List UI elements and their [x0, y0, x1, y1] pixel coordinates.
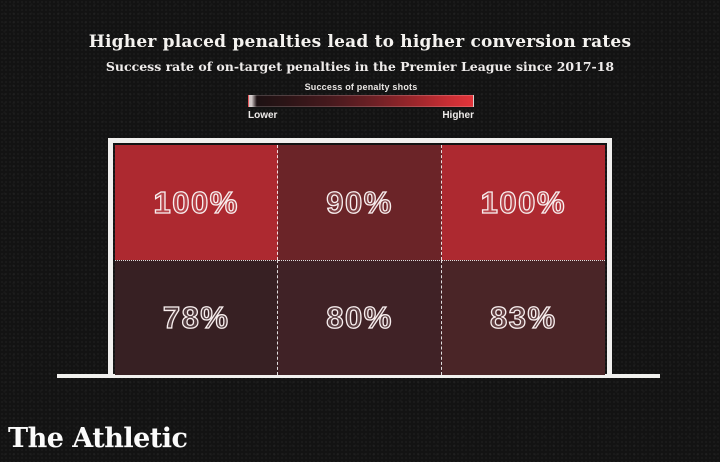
heatmap-cell-top-left: 100% — [115, 145, 279, 260]
legend-labels: Lower Higher — [248, 110, 474, 121]
chart-title: Higher placed penalties lead to higher c… — [88, 32, 632, 52]
heatmap-cell-top-right: 100% — [441, 145, 605, 260]
the-athletic-logo: The Athletic — [8, 423, 188, 454]
cell-value-top-centre: 90% — [326, 184, 393, 220]
cell-value-top-left: 100% — [153, 184, 239, 220]
goal-frame: 100% 90% 100% 78% 80% 83% — [108, 138, 612, 375]
cell-value-bottom-centre: 80% — [326, 299, 393, 335]
penalty-heatmap: 100% 90% 100% 78% 80% 83% — [115, 145, 605, 375]
heatmap-cell-bottom-left: 78% — [115, 260, 279, 375]
legend-gradient-bar — [248, 95, 474, 107]
legend-title: Success of penalty shots — [304, 82, 418, 92]
heatmap-cell-top-centre: 90% — [278, 145, 442, 260]
heatmap-cell-bottom-right: 83% — [441, 260, 605, 375]
chart-subtitle: Success rate of on-target penalties in t… — [105, 59, 615, 74]
color-legend: Success of penalty shots Lower Higher — [248, 82, 474, 121]
cell-value-top-right: 100% — [480, 184, 566, 220]
goal-ground-line — [57, 374, 660, 378]
cell-value-bottom-left: 78% — [162, 299, 230, 335]
legend-high-label: Higher — [442, 110, 474, 121]
heatmap-cell-bottom-centre: 80% — [278, 260, 442, 375]
cell-value-bottom-right: 83% — [489, 299, 557, 335]
legend-low-label: Lower — [248, 110, 278, 121]
